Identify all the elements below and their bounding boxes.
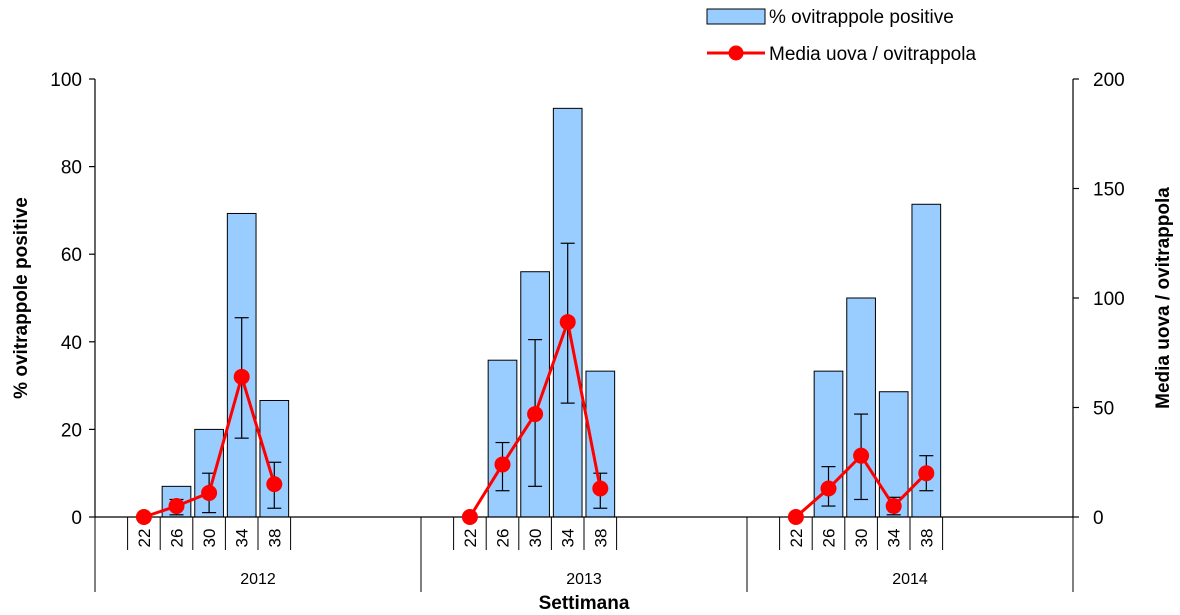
week-label: 30 xyxy=(526,529,545,548)
week-label: 34 xyxy=(233,529,252,548)
line-point-2 xyxy=(201,484,218,501)
week-label: 26 xyxy=(168,529,187,548)
line-point-7 xyxy=(527,406,544,423)
week-label: 22 xyxy=(787,529,806,548)
right-tick-label: 100 xyxy=(1093,289,1125,310)
week-label: 26 xyxy=(820,529,839,548)
right-tick-label: 200 xyxy=(1093,70,1125,91)
right-axis-ticks: 0 50 100 150 200 xyxy=(1073,70,1125,529)
year-label: 2014 xyxy=(892,571,928,588)
week-label: 34 xyxy=(885,529,904,548)
week-label: 22 xyxy=(461,529,480,548)
line-series xyxy=(135,242,935,525)
left-tick-label: 40 xyxy=(61,333,82,354)
legend: % ovitrappole positive Media uova / ovit… xyxy=(706,7,976,65)
week-label: 38 xyxy=(265,529,284,548)
left-axis-title: % ovitrappole positive xyxy=(11,197,32,399)
legend-bar-label: % ovitrappole positive xyxy=(769,7,954,28)
bar-series xyxy=(161,107,942,518)
legend-bar-swatch xyxy=(706,8,766,25)
week-label: 34 xyxy=(559,529,578,548)
right-tick-label: 0 xyxy=(1093,508,1104,529)
left-axis-ticks: 0 20 40 60 80 100 xyxy=(50,70,95,529)
week-label: 30 xyxy=(200,529,219,548)
line-point-3 xyxy=(233,368,250,385)
line-point-1 xyxy=(168,498,185,515)
left-tick-label: 80 xyxy=(61,158,82,179)
line-point-14 xyxy=(918,465,935,482)
line-point-13 xyxy=(885,498,902,515)
x-axis-categories: 22 26 30 34 38 2012 22 26 30 34 38 2013 22 26 30 34 38 20… xyxy=(94,517,1074,592)
line-point-8 xyxy=(559,314,576,331)
right-tick-label: 150 xyxy=(1093,180,1125,201)
legend-line-label: Media uova / ovitrappola xyxy=(769,44,976,65)
right-tick-label: 50 xyxy=(1093,399,1114,420)
line-point-11 xyxy=(820,480,837,497)
line-point-12 xyxy=(853,447,870,464)
right-axis-title: Media uova / ovitrappola xyxy=(1153,187,1174,409)
line-point-9 xyxy=(592,480,609,497)
year-label: 2013 xyxy=(566,571,602,588)
bar-6 xyxy=(487,359,518,518)
left-tick-label: 100 xyxy=(50,70,82,91)
line-point-6 xyxy=(494,456,511,473)
left-tick-label: 60 xyxy=(61,245,82,266)
year-label: 2012 xyxy=(240,571,276,588)
line-point-5 xyxy=(461,509,478,525)
week-label: 38 xyxy=(591,529,610,548)
week-label: 26 xyxy=(494,529,513,548)
week-label: 38 xyxy=(917,529,936,548)
left-tick-label: 20 xyxy=(61,420,82,441)
week-label: 30 xyxy=(852,529,871,548)
week-label: 22 xyxy=(135,529,154,548)
x-axis-title: Settimana xyxy=(539,593,630,614)
line-point-0 xyxy=(135,509,152,525)
line-point-10 xyxy=(787,509,804,525)
legend-line-marker xyxy=(728,45,744,61)
left-tick-label: 0 xyxy=(71,508,82,529)
line-point-4 xyxy=(266,476,283,493)
